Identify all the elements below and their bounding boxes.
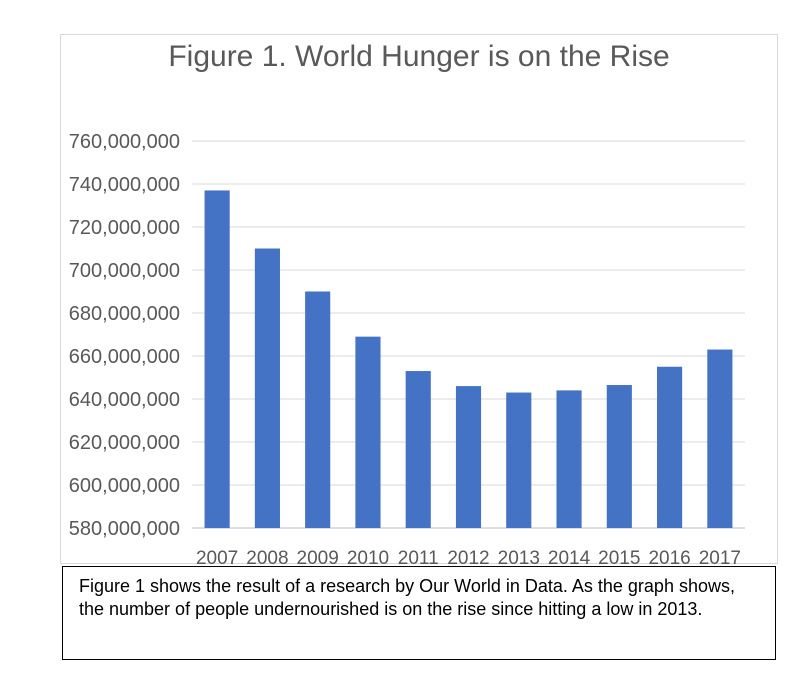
bar-2013 — [506, 392, 532, 528]
bar-chart: 580,000,000 600,000,000 620,000,000 640,000… — [69, 131, 745, 569]
bar-2015 — [606, 385, 632, 528]
x-tick-label: 2008 — [246, 548, 288, 569]
y-tick-label: 660,000,000 — [69, 346, 180, 368]
y-tick-label: 680,000,000 — [69, 303, 180, 325]
bar-2007 — [204, 190, 230, 528]
y-tick-label: 760,000,000 — [69, 131, 180, 153]
bar-2010 — [355, 336, 381, 528]
bar-2012 — [455, 386, 482, 528]
x-tick-label: 2007 — [196, 548, 238, 569]
chart-title: Figure 1. World Hunger is on the Rise — [168, 40, 670, 73]
y-tick-label: 720,000,000 — [69, 217, 180, 239]
x-tick-label: 2013 — [498, 548, 540, 569]
bar-2014 — [556, 390, 582, 528]
x-tick-label: 2015 — [598, 548, 640, 569]
x-tick-label: 2009 — [297, 548, 339, 569]
bar-2011 — [405, 371, 431, 528]
y-tick-label: 700,000,000 — [69, 260, 180, 282]
bar-2017 — [707, 349, 733, 528]
y-tick-label: 620,000,000 — [69, 432, 180, 454]
x-tick-label: 2016 — [648, 548, 690, 569]
bar-2008 — [254, 248, 280, 528]
x-tick-label: 2014 — [548, 548, 591, 569]
x-tick-label: 2011 — [398, 548, 439, 569]
caption-text: Figure 1 shows the result of a research … — [79, 576, 735, 619]
y-tick-label: 740,000,000 — [69, 174, 180, 196]
bar-2016 — [657, 366, 683, 528]
x-tick-label: 2010 — [347, 548, 389, 569]
x-tick-label: 2012 — [447, 548, 489, 569]
y-tick-label: 600,000,000 — [69, 475, 180, 497]
caption-box: Figure 1 shows the result of a research … — [62, 566, 776, 660]
x-tick-label: 2017 — [699, 548, 741, 569]
bar-2009 — [305, 291, 331, 528]
y-tick-label: 580,000,000 — [69, 518, 180, 540]
y-tick-label: 640,000,000 — [69, 389, 180, 411]
